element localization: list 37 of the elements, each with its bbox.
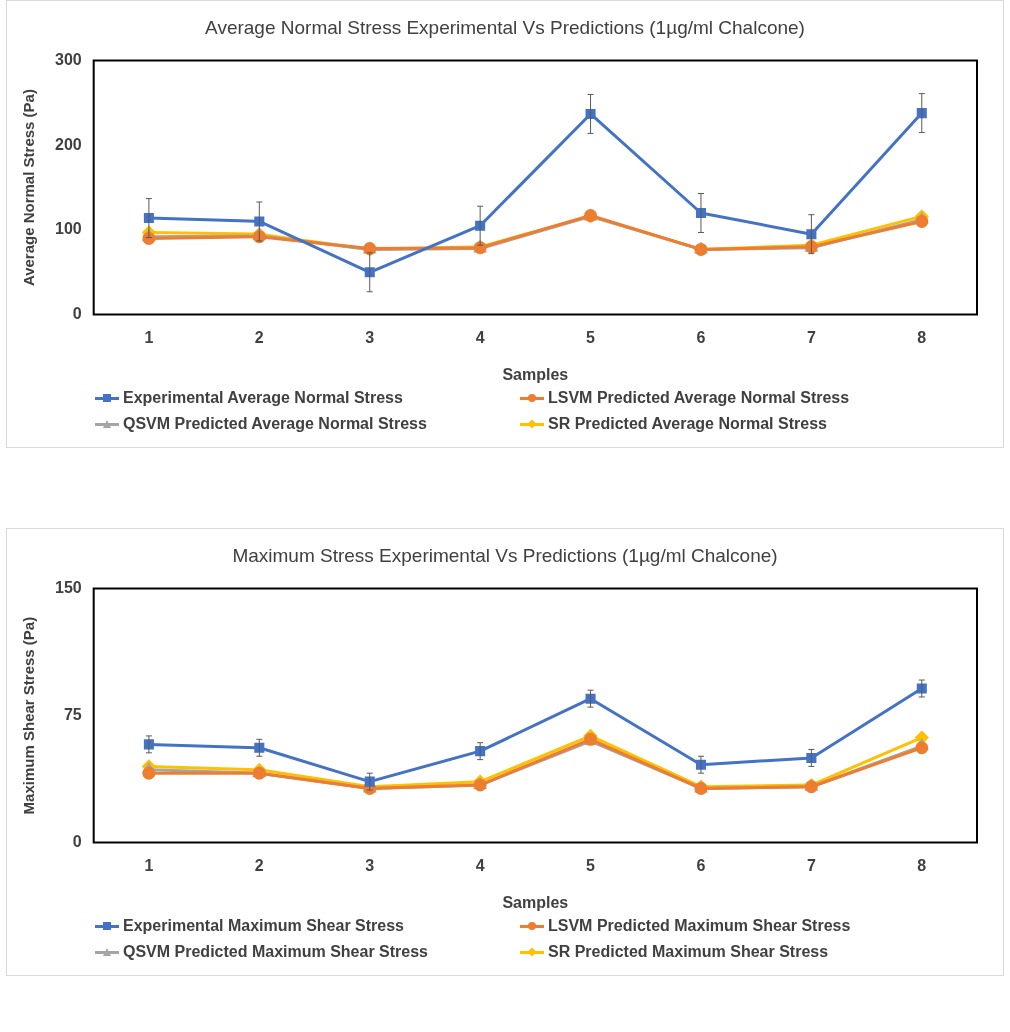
- x-tick-label: 3: [365, 328, 375, 346]
- x-tick-label: 6: [696, 856, 706, 874]
- x-tick-label: 4: [475, 328, 485, 346]
- x-tick-label: 8: [917, 328, 927, 346]
- legend-label: LSVM Predicted Maximum Shear Stress: [548, 917, 851, 935]
- x-axis-title: Samples: [502, 365, 569, 383]
- x-axis-title: Samples: [502, 893, 569, 911]
- x-tick-label: 3: [365, 856, 375, 874]
- x-tick-label: 2: [254, 328, 264, 346]
- x-tick-label: 5: [586, 328, 596, 346]
- legend-label: SR Predicted Average Normal Stress: [548, 415, 827, 433]
- x-tick-label: 8: [917, 856, 927, 874]
- y-tick-label: 75: [63, 706, 82, 724]
- x-tick-label: 7: [806, 328, 816, 346]
- x-tick-label: 2: [254, 856, 264, 874]
- y-tick-label: 0: [72, 833, 82, 851]
- x-tick-label: 1: [144, 856, 154, 874]
- legend-label: LSVM Predicted Average Normal Stress: [548, 389, 850, 407]
- legend-label: QSVM Predicted Maximum Shear Stress: [123, 943, 428, 961]
- x-tick-label: 5: [586, 856, 596, 874]
- y-tick-label: 300: [54, 51, 82, 69]
- y-tick-label: 100: [54, 220, 82, 238]
- legend-label: Experimental Average Normal Stress: [123, 389, 403, 407]
- chart-title: Average Normal Stress Experimental Vs Predictions (1µg/ml Chalcone): [204, 17, 806, 39]
- x-tick-label: 4: [475, 856, 485, 874]
- chart-title: Maximum Stress Experimental Vs Predictions (1µg/ml Chalcone): [231, 545, 779, 567]
- x-tick-label: 1: [144, 328, 154, 346]
- x-tick-label: 7: [806, 856, 816, 874]
- y-axis-title: Average Normal Stress (Pa): [20, 89, 38, 287]
- legend-label: Experimental Maximum Shear Stress: [123, 917, 405, 935]
- y-tick-label: 200: [54, 135, 82, 153]
- x-tick-label: 6: [696, 328, 706, 346]
- legend-label: SR Predicted Maximum Shear Stress: [548, 943, 829, 961]
- legend-label: QSVM Predicted Average Normal Stress: [123, 415, 427, 433]
- y-tick-label: 0: [72, 305, 82, 323]
- y-tick-label: 150: [54, 579, 82, 597]
- y-axis-title: Maximum Shear Stress (Pa): [20, 616, 38, 815]
